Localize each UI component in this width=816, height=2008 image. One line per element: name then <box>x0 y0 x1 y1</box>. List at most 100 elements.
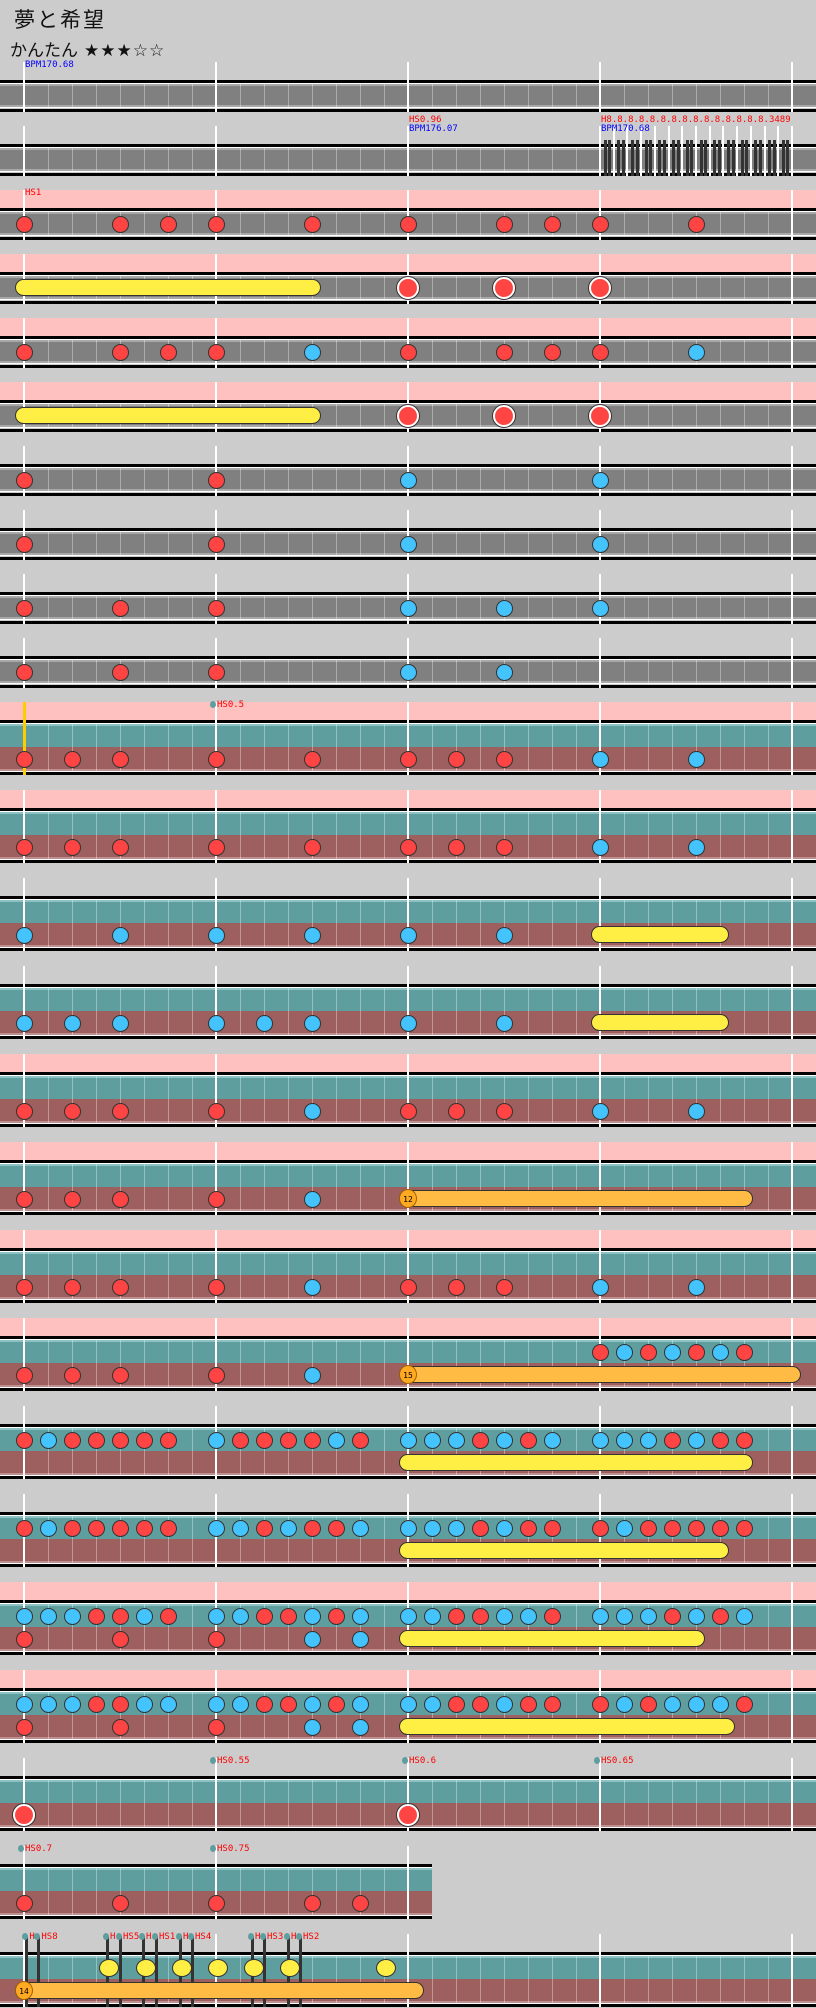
beat-gridline <box>48 1427 49 1476</box>
beat-gridline <box>768 987 769 1036</box>
beat-gridline <box>48 211 49 237</box>
beat-gridline <box>744 1779 745 1828</box>
beat-gridline <box>672 531 673 557</box>
don-note <box>207 471 225 489</box>
beat-gridline <box>696 1955 697 2004</box>
ka-note <box>687 1102 705 1120</box>
beat-gridline <box>624 1075 625 1124</box>
beat-gridline <box>552 1075 553 1124</box>
beat-gridline <box>720 1339 721 1388</box>
beat-gridline <box>672 1251 673 1300</box>
big-don-note <box>397 1804 419 1826</box>
beat-gridline <box>504 467 505 493</box>
scroll-speed-label: HS0.96 <box>409 116 442 125</box>
beat-gridline <box>672 723 673 772</box>
beat-gridline <box>264 1427 265 1476</box>
don-note <box>591 1695 609 1713</box>
measure-line <box>407 1230 409 1303</box>
ka-note <box>231 1519 249 1537</box>
beat-gridline <box>456 147 457 173</box>
scroll-change-line <box>263 1936 266 2007</box>
ka-note <box>687 750 705 768</box>
balloon-hit-count: 12 <box>399 1189 417 1208</box>
ka-note <box>639 1607 657 1625</box>
bpm-label: BPM176.07 <box>409 125 458 134</box>
beat-gridline <box>504 1339 505 1388</box>
beat-gridline <box>720 1515 721 1564</box>
beat-gridline <box>240 899 241 948</box>
beat-gridline <box>168 811 169 860</box>
beat-gridline <box>72 339 73 365</box>
song-title: 夢と希望 <box>14 8 106 32</box>
beat-gridline <box>168 531 169 557</box>
measure-line <box>23 1230 25 1303</box>
beat-gridline <box>768 339 769 365</box>
don-note <box>591 1519 609 1537</box>
beat-gridline <box>240 1603 241 1652</box>
beat-gridline <box>48 1163 49 1212</box>
ka-note <box>135 1607 153 1625</box>
beat-gridline <box>120 723 121 772</box>
ka-note <box>207 1695 225 1713</box>
ka-note <box>39 1519 57 1537</box>
beat-gridline <box>720 1955 721 2004</box>
big-don-note <box>589 277 611 299</box>
beat-gridline <box>648 1515 649 1564</box>
don-note <box>327 1607 345 1625</box>
beat-gridline <box>576 987 577 1036</box>
beat-gridline <box>240 1779 241 1828</box>
don-note <box>519 1695 537 1713</box>
scroll-change-line <box>672 140 676 176</box>
measure-line <box>407 1846 409 1919</box>
measure-line <box>599 62 601 112</box>
beat-gridline <box>624 899 625 948</box>
beat-gridline <box>192 659 193 685</box>
beat-gridline <box>480 83 481 109</box>
don-note <box>327 1695 345 1713</box>
don-note <box>471 1607 489 1625</box>
beat-gridline <box>744 1075 745 1124</box>
beat-gridline <box>504 1779 505 1828</box>
beat-gridline <box>144 987 145 1036</box>
scroll-change-line <box>690 140 694 176</box>
beat-gridline <box>672 339 673 365</box>
ka-note <box>399 1431 417 1449</box>
beat-gridline <box>720 467 721 493</box>
scroll-change-line <box>631 140 634 176</box>
label-text: HS3 <box>267 1932 284 1942</box>
ka-note <box>423 1607 441 1625</box>
beat-gridline <box>288 1163 289 1212</box>
measure-line <box>407 1142 409 1215</box>
beat-gridline <box>528 275 529 301</box>
measure-line <box>215 966 217 1039</box>
don-note <box>111 1431 129 1449</box>
beat-gridline <box>96 723 97 772</box>
beat-gridline <box>456 339 457 365</box>
don-note <box>663 1519 681 1537</box>
scroll-change-line <box>617 140 621 176</box>
measure-line <box>749 126 752 176</box>
beat-gridline <box>192 723 193 772</box>
event-dot-icon <box>188 1933 194 1940</box>
scroll-change-line <box>768 140 772 176</box>
ka-note <box>351 1718 369 1736</box>
beat-gridline <box>648 1339 649 1388</box>
beat-gridline <box>336 811 337 860</box>
beat-gridline <box>96 1779 97 1828</box>
balloon-burst-note <box>376 1959 397 1977</box>
scroll-change-line <box>603 140 607 176</box>
beat-gridline <box>552 1603 553 1652</box>
beat-gridline <box>192 987 193 1036</box>
beat-gridline <box>672 1603 673 1652</box>
beat-gridline <box>72 811 73 860</box>
don-note <box>303 215 321 233</box>
ka-note <box>711 1695 729 1713</box>
beat-gridline <box>768 1515 769 1564</box>
beat-gridline <box>264 987 265 1036</box>
label-text: HS4 <box>195 1932 212 1942</box>
beat-gridline <box>288 899 289 948</box>
beat-gridline <box>168 147 169 173</box>
beat-gridline <box>264 83 265 109</box>
don-note <box>495 1278 513 1296</box>
don-note <box>447 1278 465 1296</box>
